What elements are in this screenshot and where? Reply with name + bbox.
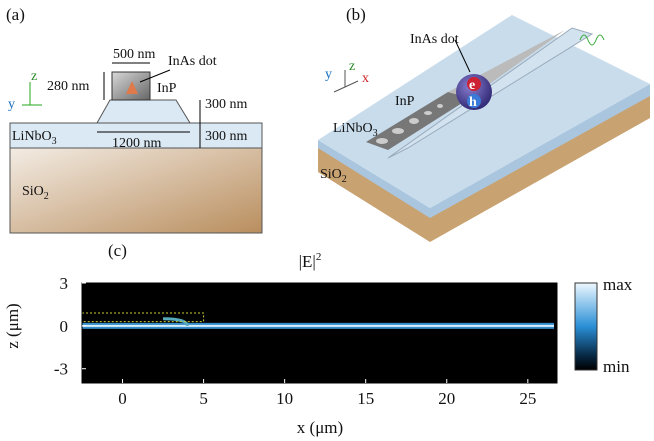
axis-label: z <box>31 69 37 84</box>
y-tick-label: -3 <box>54 360 68 379</box>
colorbar-label: min <box>603 357 630 376</box>
axis-label: y <box>8 97 15 112</box>
x-tick-label: 15 <box>357 389 374 408</box>
panel-label: (a) <box>6 5 25 24</box>
page: (a) 500 nm InAs dot 280 nm InP 300 nm Li… <box>0 0 654 441</box>
label: h <box>469 95 477 110</box>
y-tick-label: 3 <box>60 274 69 293</box>
dim-label: 300 nm <box>205 97 248 112</box>
chart-title: |E|2 <box>299 251 322 271</box>
label: InP <box>395 94 415 109</box>
dim-label: 300 nm <box>205 129 248 144</box>
dim-label: 500 nm <box>113 47 156 62</box>
axis-label: y <box>325 67 332 82</box>
y-tick-label: 0 <box>60 317 69 336</box>
label: InP <box>157 81 177 96</box>
ridge <box>97 100 190 123</box>
dim-label: 1200 nm <box>112 136 162 151</box>
field-background <box>82 283 557 383</box>
dim-label: 280 nm <box>47 79 90 94</box>
panel-label: (c) <box>108 241 127 260</box>
panel-b: (b) InAs dot InP LiNbO3 SiO2 e h y z x <box>318 5 650 242</box>
axis-label: x <box>362 71 369 86</box>
panel-label: (b) <box>346 5 366 24</box>
colorbar <box>575 283 597 370</box>
x-tick-label: 20 <box>438 389 455 408</box>
axis-label: z <box>349 59 355 74</box>
plot <box>82 283 557 383</box>
x-tick-label: 5 <box>199 389 208 408</box>
axes-icon <box>22 82 42 105</box>
x-tick-label: 10 <box>276 389 293 408</box>
panel-a: (a) 500 nm InAs dot 280 nm InP 300 nm Li… <box>6 5 262 233</box>
colorbar-label: max <box>603 275 633 294</box>
x-tick-label: 0 <box>118 389 127 408</box>
x-tick-label: 25 <box>519 389 536 408</box>
y-axis-label: z (μm) <box>3 303 22 348</box>
label: InAs dot <box>410 32 459 47</box>
panel-c: (c) |E|2 x (μm) z (μm) max min 0 5 10 15 20 2… <box>3 241 633 437</box>
figure: (a) 500 nm InAs dot 280 nm InP 300 nm Li… <box>0 0 654 441</box>
x-axis-label: x (μm) <box>297 418 343 437</box>
label: e <box>469 78 475 93</box>
label: InAs dot <box>168 54 217 69</box>
